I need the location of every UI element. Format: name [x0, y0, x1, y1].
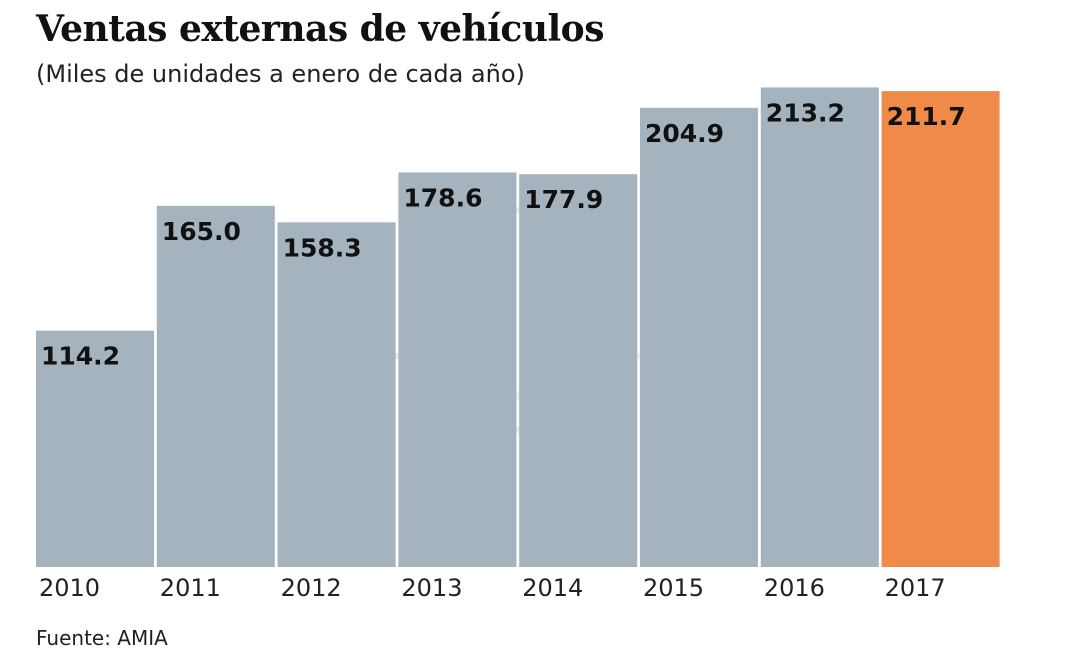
- x-tick-label: 2010: [39, 574, 100, 602]
- bar-2014: [519, 174, 638, 567]
- x-tick-label: 2012: [281, 574, 342, 602]
- value-label: 114.2: [41, 342, 120, 371]
- bar-2011: [156, 205, 275, 567]
- chart-title: Ventas externas de vehículos: [36, 8, 604, 50]
- value-label: 158.3: [283, 233, 362, 262]
- x-tick-label: 2015: [643, 574, 704, 602]
- bar-2012: [277, 222, 396, 567]
- value-label: 178.6: [403, 183, 482, 212]
- value-label: 211.7: [887, 102, 966, 131]
- value-label: 213.2: [766, 98, 845, 127]
- value-label: 177.9: [524, 185, 603, 214]
- x-tick-label: 2017: [885, 574, 946, 602]
- bar-2016: [760, 87, 879, 567]
- bar-2017: [881, 91, 1000, 568]
- bar-2013: [398, 172, 517, 567]
- value-label: 165.0: [162, 217, 241, 246]
- x-tick-label: 2014: [522, 574, 583, 602]
- bar-2015: [640, 107, 758, 568]
- bar-2010: [36, 330, 154, 567]
- x-tick-label: 2011: [160, 574, 221, 602]
- value-label: 204.9: [645, 119, 724, 148]
- source-note: Fuente: AMIA: [36, 626, 168, 650]
- x-tick-label: 2016: [764, 574, 825, 602]
- chart-subtitle: (Miles de unidades a enero de cada año): [36, 60, 525, 88]
- x-tick-label: 2013: [401, 574, 462, 602]
